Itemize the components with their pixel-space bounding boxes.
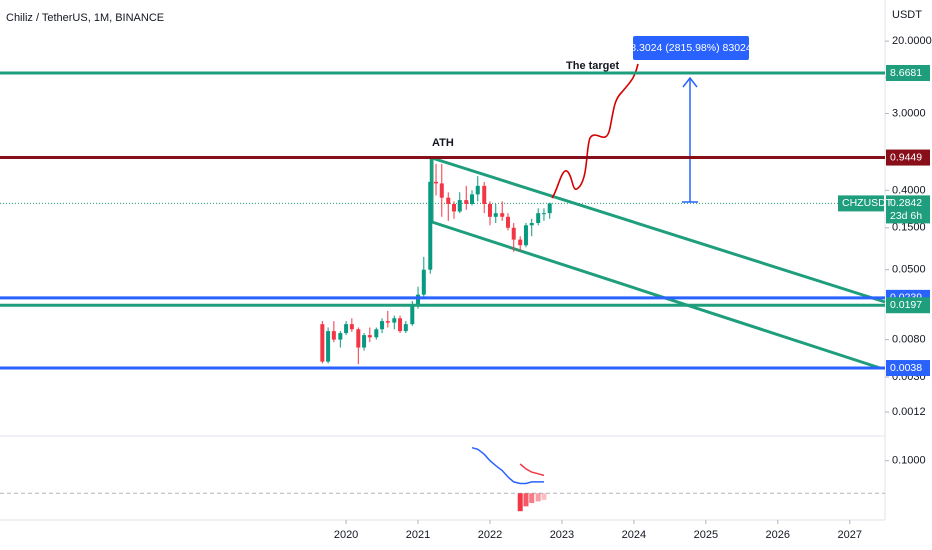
symbol-label: CHZUSDT: [842, 197, 893, 209]
candle-body: [536, 213, 541, 224]
price-tag-label: 0.9449: [890, 151, 922, 163]
price-tag: [886, 64, 930, 81]
channel-top: [431, 156, 886, 304]
target-label: The target: [566, 60, 620, 72]
last-price-label: 0.2842: [890, 197, 922, 209]
candle-body: [487, 203, 492, 217]
indicator-line: [519, 463, 545, 477]
y-tick-label: 3.0000: [892, 107, 926, 119]
candle-body: [398, 318, 403, 332]
x-tick-label: 2025: [694, 529, 718, 541]
histogram-bar: [523, 493, 529, 507]
price-tag-label: 0.0038: [890, 362, 922, 374]
y-tick-label: 0.0012: [892, 406, 926, 418]
indicator-tick-label: 0.1000: [892, 455, 926, 467]
price-tag: [886, 360, 930, 377]
candle-body: [380, 321, 385, 330]
candle-body: [511, 227, 516, 240]
candle-body: [320, 324, 325, 362]
candle-body: [410, 304, 415, 325]
y-tick-label: 20.0000: [892, 35, 932, 47]
candle-body: [464, 200, 469, 204]
candle-body: [428, 181, 433, 270]
x-tick-label: 2026: [766, 529, 790, 541]
candle-body: [338, 333, 343, 340]
candle-body: [367, 335, 372, 338]
symbol-tag: [838, 195, 884, 212]
candle-body: [470, 194, 474, 204]
x-tick-label: 2021: [406, 529, 430, 541]
x-tick-label: 2020: [334, 529, 358, 541]
candle-body: [523, 225, 528, 246]
candle-body: [374, 329, 379, 338]
measure-label: 8.3024 (2815.98%) 83024: [630, 42, 752, 54]
candle-body: [421, 269, 426, 295]
histogram-bar: [517, 493, 523, 512]
channel-bottom: [431, 220, 881, 370]
candle-body: [403, 324, 408, 332]
candle-body: [362, 335, 367, 348]
price-tag-label: 0.0197: [890, 299, 922, 311]
histogram-bar: [541, 493, 547, 500]
x-tick-label: 2023: [550, 529, 574, 541]
candle-body: [356, 329, 361, 348]
candle-body: [505, 216, 510, 228]
y-tick-label: 0.4000: [892, 184, 926, 196]
last-price-tag: [886, 195, 930, 224]
candle-body: [344, 324, 349, 334]
candle-body: [541, 213, 546, 215]
candle-body: [482, 185, 487, 204]
ath-label: ATH: [432, 137, 454, 149]
candle-body: [457, 200, 462, 212]
candle-body: [439, 183, 444, 198]
histogram-bar: [535, 493, 541, 502]
candle-body: [452, 203, 457, 212]
candle-body: [392, 318, 397, 323]
y-tick-label: 0.0500: [892, 264, 926, 276]
candle-body: [385, 321, 390, 323]
price-tag: [886, 149, 930, 166]
candle-body: [500, 213, 505, 217]
candle-body: [529, 223, 534, 226]
x-tick-label: 2024: [622, 529, 646, 541]
x-tick-label: 2022: [478, 529, 502, 541]
price-tag: [886, 297, 930, 314]
candle-body: [349, 324, 354, 330]
x-tick-label: 2027: [838, 529, 862, 541]
price-tag-label: 8.6681: [890, 67, 922, 79]
candle-body: [493, 213, 498, 217]
candle-body: [326, 331, 331, 362]
arrow-head: [682, 76, 698, 88]
y-tick-label: 0.1500: [892, 222, 926, 234]
histogram-bar: [529, 493, 535, 504]
candle-body: [518, 239, 523, 246]
candle-body: [547, 203, 552, 214]
chart-title: Chiliz / TetherUS, 1M, BINANCE: [6, 12, 164, 24]
time-axis: [0, 520, 932, 550]
candle-body: [416, 294, 421, 305]
y-tick-label: 0.0080: [892, 334, 926, 346]
indicator-line: [471, 446, 544, 485]
measure-box: [633, 36, 749, 60]
candle-body: [434, 181, 439, 184]
candle-body: [331, 331, 336, 340]
countdown: 23d 6h: [890, 210, 922, 222]
target-path: [551, 63, 639, 199]
candle-body: [446, 197, 451, 204]
candle-body: [475, 185, 480, 195]
currency-label: USDT: [892, 9, 922, 21]
